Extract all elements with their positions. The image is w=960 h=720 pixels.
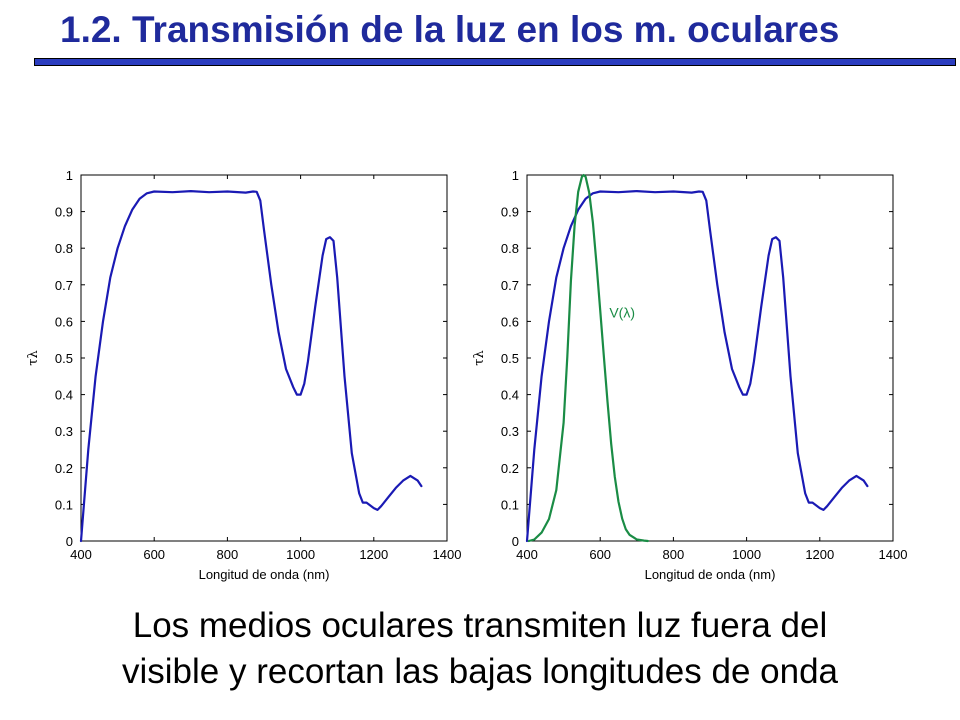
chart-2: 400 600 800 1000 1200 1400 0 0.1 0.2 0.3 0.4 0.5 0.6… bbox=[472, 168, 907, 582]
y-tick-label: 0.9 bbox=[55, 205, 73, 220]
x-tick-label: 1200 bbox=[359, 547, 388, 562]
y-tick-label: 0.6 bbox=[55, 314, 73, 329]
caption: Los medios oculares transmiten luz fuera… bbox=[0, 603, 960, 695]
y-tick-label: 1 bbox=[66, 168, 73, 183]
x-axis-label: Longitud de onda (nm) bbox=[199, 567, 330, 582]
title-rule bbox=[34, 58, 956, 66]
x-tick-label: 800 bbox=[217, 547, 239, 562]
slide-title: 1.2. Transmisión de la luz en los m. ocu… bbox=[60, 9, 840, 50]
series-line-1 bbox=[525, 190, 869, 543]
figure: 400 600 800 1000 1200 140000.10.20.30.40.50.6… bbox=[26, 168, 907, 582]
y-tick-label: 0.2 bbox=[501, 461, 519, 476]
x-tick-label: 1400 bbox=[879, 547, 908, 562]
x-tick-label: 400 bbox=[70, 547, 92, 562]
y-tick-label: 0.3 bbox=[501, 424, 519, 439]
series-line-2 bbox=[527, 173, 649, 543]
x-tick-label: 400 bbox=[516, 547, 538, 562]
y-tick-label: 0.5 bbox=[55, 351, 73, 366]
y-tick-label: 0.7 bbox=[501, 278, 519, 293]
x-tick-label: 600 bbox=[143, 547, 165, 562]
y-tick-label: 0.8 bbox=[501, 241, 519, 256]
caption-line-2: visible y recortan las bajas longitudes … bbox=[122, 652, 838, 691]
y-axis-label: τλ bbox=[26, 350, 41, 365]
y-tick-label: 0.5 bbox=[501, 351, 519, 366]
x-tick-label: 800 bbox=[663, 547, 685, 562]
caption-line-1: Los medios oculares transmiten luz fuera… bbox=[132, 606, 828, 645]
y-tick-label: 0.3 bbox=[55, 424, 73, 439]
y-tick-label: 0 bbox=[66, 534, 73, 549]
y-tick-label: 0.6 bbox=[501, 314, 519, 329]
y-tick-label: 0.1 bbox=[55, 497, 73, 512]
x-tick-label: 1000 bbox=[286, 547, 315, 562]
y-tick-label: 1 bbox=[512, 168, 519, 183]
x-tick-label: 1000 bbox=[732, 547, 761, 562]
y-tick-label: 0.2 bbox=[55, 461, 73, 476]
y-tick-label: 0.4 bbox=[501, 388, 519, 403]
y-tick-label: 0.8 bbox=[55, 241, 73, 256]
y-tick-label: 0.7 bbox=[55, 278, 73, 293]
annotation-label: V(λ) bbox=[609, 305, 635, 321]
x-tick-label: 1200 bbox=[805, 547, 834, 562]
y-tick-label: 0.4 bbox=[55, 388, 73, 403]
x-tick-label: 1400 bbox=[433, 547, 462, 562]
y-axis-label: τλ bbox=[472, 350, 487, 365]
y-tick-label: 0 bbox=[512, 534, 519, 549]
y-tick-label: 0.1 bbox=[501, 497, 519, 512]
chart-1: 400 600 800 1000 1200 1400 0 0.1 0.2 0.3 0.4 0.5 0.6… bbox=[26, 168, 461, 582]
x-tick-label: 600 bbox=[589, 547, 611, 562]
x-axis-label: Longitud de onda (nm) bbox=[645, 567, 776, 582]
series-line-1 bbox=[79, 190, 423, 543]
y-tick-label: 0.9 bbox=[501, 205, 519, 220]
